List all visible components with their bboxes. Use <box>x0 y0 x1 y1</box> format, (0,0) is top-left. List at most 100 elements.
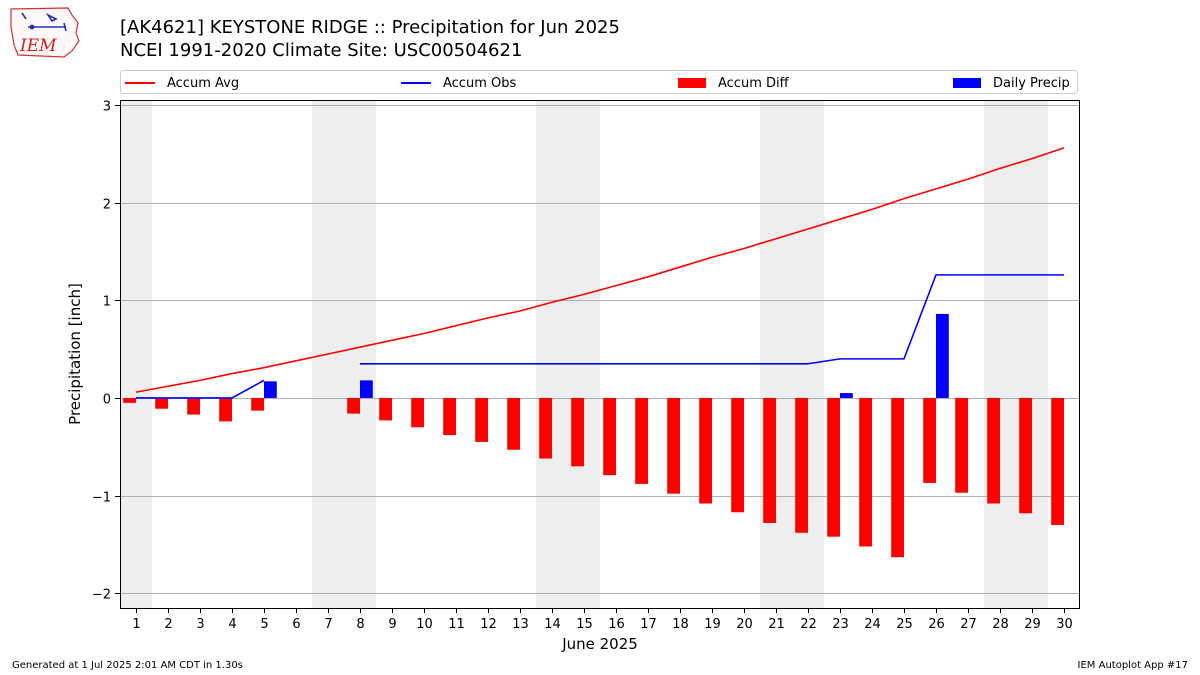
accum-diff-bar <box>731 397 744 513</box>
x-tick-label: 13 <box>512 617 529 632</box>
accum-diff-bar <box>187 397 200 415</box>
x-tick-label: 15 <box>576 617 593 632</box>
legend-item-accum-avg: Accum Avg <box>125 74 239 92</box>
bars-layer <box>123 313 1064 558</box>
accum-diff-bar <box>347 397 360 414</box>
x-tick-label: 7 <box>324 617 332 632</box>
x-tick-label: 2 <box>164 617 172 632</box>
accum-diff-bar <box>635 397 648 484</box>
x-tick-label: 5 <box>260 617 268 632</box>
legend-label-daily-precip: Daily Precip <box>993 75 1070 91</box>
accum-diff-bar <box>827 397 840 537</box>
chart-legend: Accum Avg Accum Obs Accum Diff Daily Pre… <box>120 70 1078 94</box>
accum-diff-bar <box>507 397 520 450</box>
state-outline-icon <box>10 7 80 58</box>
accum-diff-bar <box>891 397 904 558</box>
daily-precip-bar <box>264 381 277 398</box>
x-tick-label: 12 <box>480 617 497 632</box>
accum-diff-bar <box>1019 397 1032 514</box>
x-tick-label: 28 <box>992 617 1009 632</box>
x-tick-label: 27 <box>960 617 977 632</box>
legend-swatch-accum-diff <box>678 78 706 88</box>
accum-diff-bar <box>763 397 776 524</box>
accum-diff-bar <box>475 397 488 442</box>
accum-diff-bar <box>251 397 264 411</box>
accum-diff-bar <box>987 397 1000 504</box>
y-tick-label: 3 <box>103 100 111 115</box>
weekend-band <box>536 100 600 608</box>
legend-label-accum-diff: Accum Diff <box>718 75 789 91</box>
accum-diff-bar <box>155 397 168 409</box>
daily-precip-bar <box>840 393 853 398</box>
legend-swatch-accum-obs <box>401 82 431 84</box>
weekend-band <box>120 100 152 608</box>
x-tick-label: 18 <box>672 617 689 632</box>
lines-layer <box>135 147 1065 399</box>
x-tick-label: 21 <box>768 617 785 632</box>
legend-item-accum-diff: Accum Diff <box>678 74 789 92</box>
y-tick-label: −2 <box>92 588 111 603</box>
x-tick-label: 8 <box>356 617 364 632</box>
chart-title: [AK4621] KEYSTONE RIDGE :: Precipitation… <box>120 17 620 38</box>
x-tick-label: 9 <box>388 617 396 632</box>
accum-diff-bar <box>411 397 424 428</box>
legend-label-accum-avg: Accum Avg <box>167 75 240 91</box>
logo-text: IEM <box>19 36 57 56</box>
legend-label-accum-obs: Accum Obs <box>443 75 517 91</box>
accum-diff-bar <box>571 397 584 467</box>
x-tick-label: 10 <box>416 617 433 632</box>
weekend-band <box>760 100 824 608</box>
accum-diff-bar <box>923 397 936 483</box>
daily-precip-bar <box>936 313 949 398</box>
x-tick-label: 11 <box>448 617 465 632</box>
x-tick-label: 19 <box>704 617 721 632</box>
accum-diff-bar <box>795 397 808 533</box>
weather-symbols-icon <box>21 12 67 32</box>
accum-diff-bar <box>219 397 232 422</box>
weekend-shading <box>120 100 1048 608</box>
x-tick-label: 17 <box>640 617 657 632</box>
accum-diff-bar <box>1051 397 1064 525</box>
daily-precip-bar <box>360 380 373 398</box>
x-tick-label: 22 <box>800 617 817 632</box>
accum-obs-line <box>136 379 265 399</box>
x-tick-label: 3 <box>196 617 204 632</box>
x-tick-label: 30 <box>1056 617 1073 632</box>
legend-item-accum-obs: Accum Obs <box>401 74 516 92</box>
y-tick-label: 0 <box>103 393 111 408</box>
x-tick-label: 25 <box>896 617 913 632</box>
legend-swatch-accum-avg <box>125 82 155 84</box>
iem-logo: IEM <box>10 7 80 58</box>
x-tick-label: 16 <box>608 617 625 632</box>
accum-diff-bar <box>379 397 392 421</box>
x-tick-label: 23 <box>832 617 849 632</box>
x-axis-label: June 2025 <box>561 635 638 653</box>
app-credit: IEM Autoplot App #17 <box>1077 660 1188 671</box>
accum-diff-bar <box>667 397 680 494</box>
accum-diff-bar <box>603 397 616 476</box>
plot-frame <box>120 100 1080 609</box>
weekend-band <box>312 100 376 608</box>
accum-diff-bar <box>539 397 552 459</box>
legend-item-daily-precip: Daily Precip <box>953 74 1070 92</box>
station-dot-icon <box>29 24 35 30</box>
y-tick-label: 2 <box>103 198 111 213</box>
y-axis-label: Precipitation [inch] <box>66 283 84 425</box>
grid-lines <box>120 105 1080 594</box>
accum-diff-bar <box>123 397 136 403</box>
x-tick-label: 4 <box>228 617 236 632</box>
x-tick-label: 6 <box>292 617 300 632</box>
x-tick-label: 14 <box>544 617 561 632</box>
x-tick-label: 20 <box>736 617 753 632</box>
x-tick-label: 29 <box>1024 617 1041 632</box>
accum-diff-bar <box>443 397 456 436</box>
accum-obs-line <box>360 274 1064 365</box>
accum-avg-line <box>135 147 1065 393</box>
generated-timestamp: Generated at 1 Jul 2025 2:01 AM CDT in 1… <box>12 660 243 671</box>
y-tick-label: 1 <box>103 295 111 310</box>
weekend-band <box>984 100 1048 608</box>
accum-diff-bar <box>859 397 872 547</box>
y-tick-label: −1 <box>92 491 111 506</box>
